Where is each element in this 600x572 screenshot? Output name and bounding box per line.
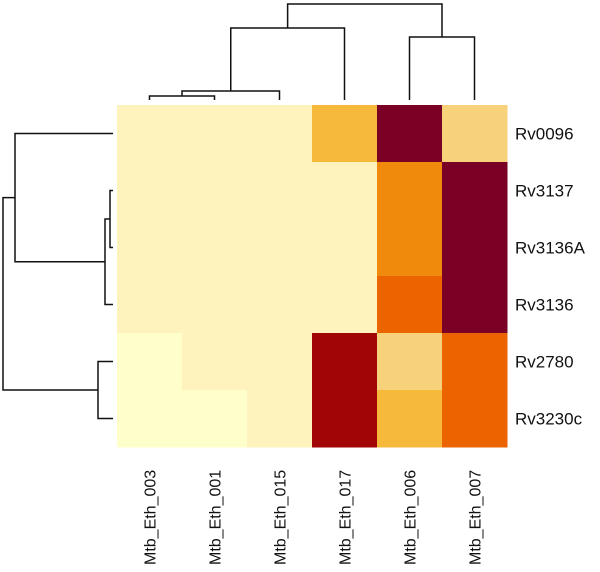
dendrogram-branch [14, 132, 113, 263]
row-label: Rv3137 [515, 182, 574, 201]
heatmap-cell [182, 105, 248, 163]
heatmap-cell [247, 276, 313, 334]
row-dendrogram [2, 132, 113, 420]
heatmap-cell [377, 276, 443, 334]
heatmap-cell [377, 390, 443, 448]
row-label: Rv0096 [515, 125, 574, 144]
dendrogram-branch [109, 189, 113, 249]
heatmap-cell [442, 333, 508, 391]
heatmap-cell [442, 390, 508, 448]
heatmap-cell [247, 390, 313, 448]
heatmap-cell [117, 333, 183, 391]
dendrogram-branch [2, 196, 98, 391]
heatmap-cell [182, 162, 248, 220]
heatmap-cell [442, 276, 508, 334]
dendrogram-branch [230, 27, 346, 100]
heatmap-cell [247, 219, 313, 277]
heatmap-cell [312, 105, 378, 163]
column-label: Mtb_Eth_015 [273, 470, 290, 565]
heatmap-cell [247, 333, 313, 391]
heatmap-cell [442, 105, 508, 163]
column-dendrogram [148, 3, 476, 100]
heatmap-cell [182, 333, 248, 391]
heatmap-cell [182, 276, 248, 334]
column-labels: Mtb_Eth_003 Mtb_Eth_001 Mtb_Eth_015 Mtb_… [143, 470, 485, 565]
heatmap-cell [442, 162, 508, 220]
column-label: Mtb_Eth_003 [143, 470, 160, 565]
heatmap-cell [312, 390, 378, 448]
dendrogram-branch [104, 218, 113, 306]
heatmap-cell [117, 105, 183, 163]
heatmap-cell [247, 105, 313, 163]
row-label: Rv2780 [515, 353, 574, 372]
column-label: Mtb_Eth_017 [338, 470, 355, 565]
heatmap-cell [377, 333, 443, 391]
heatmap-cell [182, 219, 248, 277]
heatmap-cell [312, 162, 378, 220]
column-label: Mtb_Eth_006 [403, 470, 420, 565]
row-label: Rv3136A [515, 239, 586, 258]
heatmap-cell [117, 219, 183, 277]
dendrogram-branch [408, 36, 476, 100]
heatmap-cell [312, 333, 378, 391]
column-label: Mtb_Eth_001 [208, 470, 225, 565]
heatmap-cell [312, 276, 378, 334]
heatmap-cell [117, 162, 183, 220]
heatmap-cell [377, 105, 443, 163]
heatmap-cell [312, 219, 378, 277]
heatmap-cell [442, 219, 508, 277]
heatmap-cell [247, 162, 313, 220]
dendrogram-branch [97, 360, 113, 420]
row-labels: Rv0096 Rv3137 Rv3136A Rv3136 Rv2780 Rv32… [515, 125, 586, 429]
heatmap-cell [182, 390, 248, 448]
heatmap-cell [117, 276, 183, 334]
heatmap-cell [377, 162, 443, 220]
row-label: Rv3230c [515, 410, 583, 429]
dendrogram-branch [148, 95, 216, 100]
column-label: Mtb_Eth_007 [468, 470, 485, 565]
dendrogram-branch [286, 3, 443, 37]
heatmap-cells [117, 105, 508, 448]
heatmap-cell [117, 390, 183, 448]
heatmap-cell [377, 219, 443, 277]
row-label: Rv3136 [515, 296, 574, 315]
